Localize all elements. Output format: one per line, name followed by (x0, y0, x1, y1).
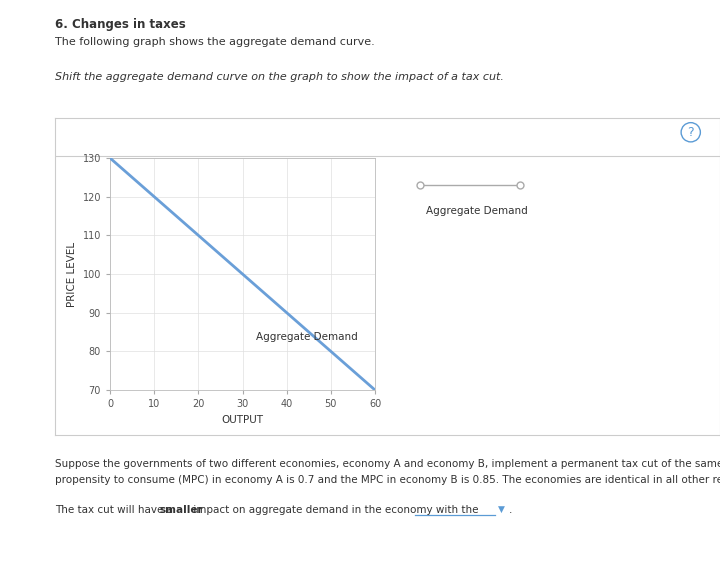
Text: ▼: ▼ (498, 505, 505, 514)
Text: Aggregate Demand: Aggregate Demand (256, 332, 358, 342)
Text: Shift the aggregate demand curve on the graph to show the impact of a tax cut.: Shift the aggregate demand curve on the … (55, 72, 504, 82)
X-axis label: OUTPUT: OUTPUT (222, 415, 264, 425)
Y-axis label: PRICE LEVEL: PRICE LEVEL (67, 241, 77, 306)
Text: smaller: smaller (159, 505, 203, 515)
Text: ?: ? (688, 126, 694, 138)
Text: Suppose the governments of two different economies, economy A and economy B, imp: Suppose the governments of two different… (55, 459, 720, 469)
Text: propensity to consume (MPC) in economy A is 0.7 and the MPC in economy B is 0.85: propensity to consume (MPC) in economy A… (55, 475, 720, 485)
Text: impact on aggregate demand in the economy with the: impact on aggregate demand in the econom… (190, 505, 478, 515)
Text: 6. Changes in taxes: 6. Changes in taxes (55, 18, 186, 31)
Text: .: . (509, 505, 512, 515)
Text: Aggregate Demand: Aggregate Demand (426, 206, 528, 216)
Text: The following graph shows the aggregate demand curve.: The following graph shows the aggregate … (55, 37, 374, 47)
Text: The tax cut will have a: The tax cut will have a (55, 505, 176, 515)
